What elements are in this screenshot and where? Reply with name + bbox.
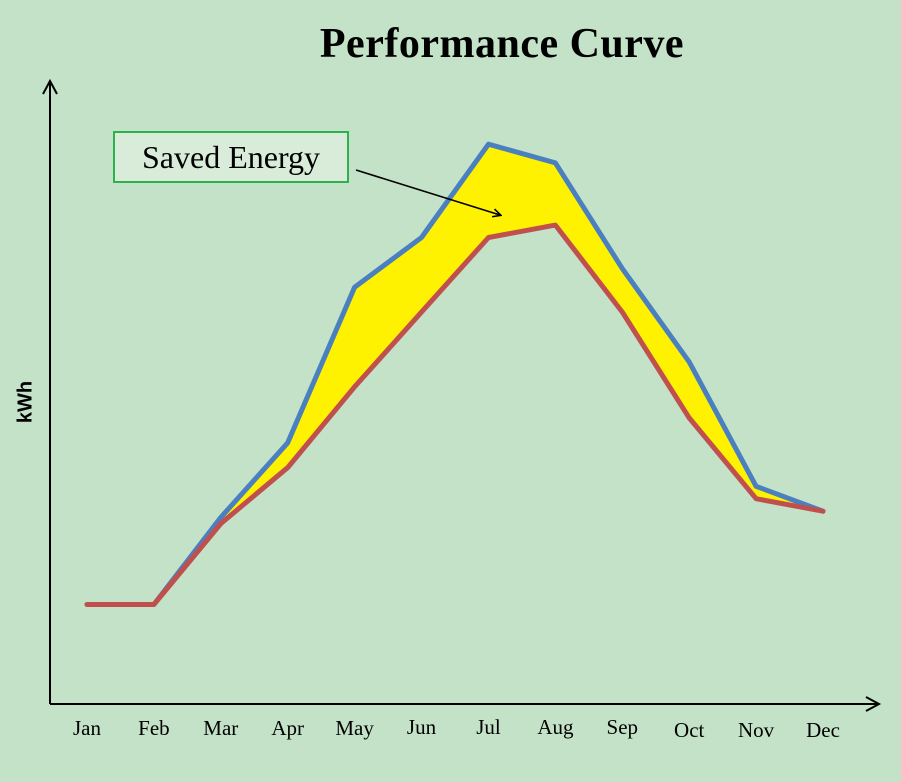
x-tick-label-mar: Mar	[203, 716, 238, 740]
series-line-2	[84, 222, 826, 607]
x-tick-labels: Jan Feb Mar Apr May Jun Jul Aug Sep Oct Nov Dec	[73, 715, 840, 742]
x-tick-label-nov: Nov	[738, 718, 775, 742]
saved-energy-area-group	[87, 144, 823, 605]
x-tick-label-jan: Jan	[73, 716, 101, 740]
saved-energy-area	[87, 144, 823, 605]
x-tick-label-dec: Dec	[806, 718, 840, 742]
x-tick-label-jul: Jul	[476, 715, 501, 739]
y-axis-label: kWh	[14, 380, 37, 424]
series-lines-group	[84, 141, 826, 607]
x-tick-label-jun: Jun	[407, 715, 437, 739]
x-tick-label-may: May	[335, 716, 374, 740]
series-line-1	[84, 141, 826, 607]
x-tick-label-aug: Aug	[537, 715, 574, 739]
saved-energy-callout: Saved Energy	[113, 131, 349, 183]
chart-title: Performance Curve	[319, 21, 685, 67]
x-tick-label-apr: Apr	[271, 716, 304, 740]
x-tick-label-sep: Sep	[607, 715, 639, 739]
annotation-arrow	[355, 169, 500, 215]
x-tick-label-feb: Feb	[138, 716, 170, 740]
x-tick-label-oct: Oct	[674, 718, 704, 742]
